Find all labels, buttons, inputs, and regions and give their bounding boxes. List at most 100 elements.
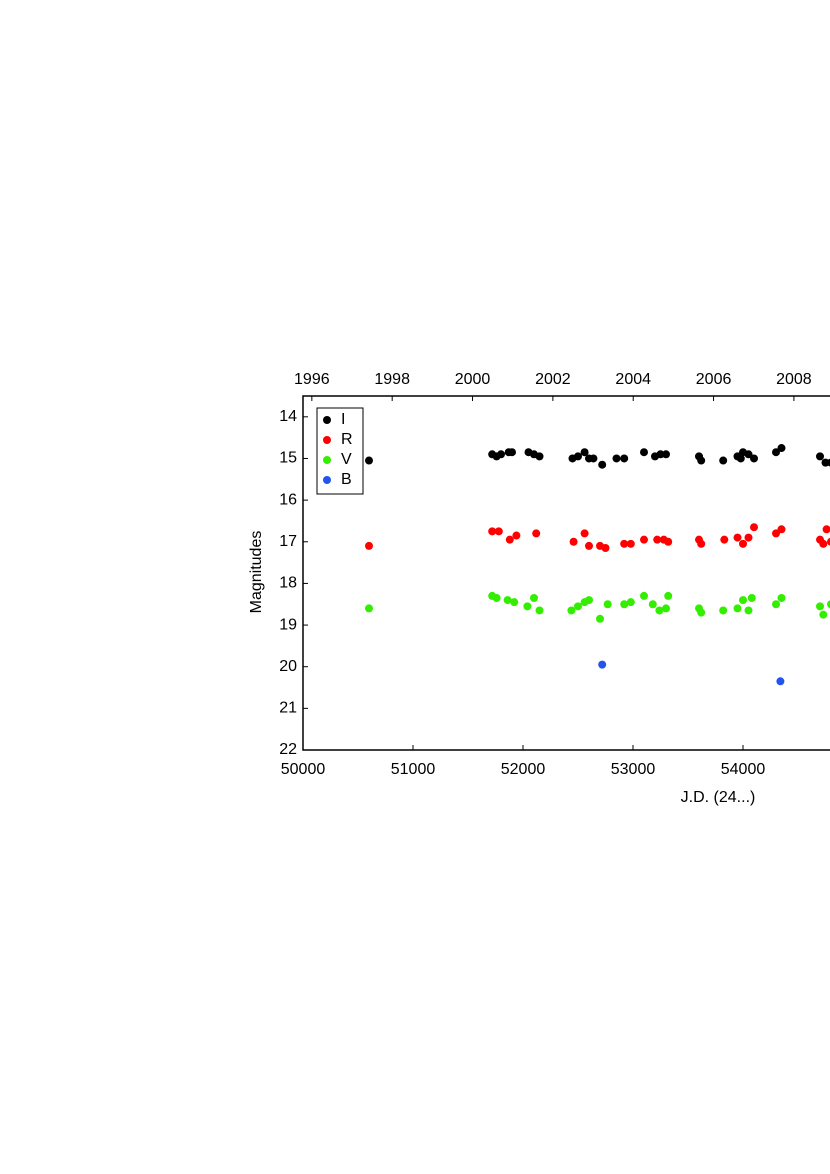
data-point <box>640 591 648 600</box>
data-point <box>505 535 514 544</box>
data-point <box>512 531 521 540</box>
data-point <box>697 539 706 548</box>
data-point <box>655 606 664 615</box>
data-point <box>827 537 830 546</box>
data-point <box>598 660 607 669</box>
data-point <box>510 598 519 607</box>
data-point <box>772 600 780 609</box>
data-point <box>776 677 785 686</box>
data-point <box>620 600 629 609</box>
data-point <box>719 606 728 615</box>
data-point <box>777 593 786 602</box>
data-point <box>580 529 589 538</box>
data-point <box>365 456 373 465</box>
data-point <box>664 537 673 546</box>
data-point <box>750 523 758 532</box>
data-point <box>656 450 665 459</box>
data-point <box>626 598 635 607</box>
data-point <box>626 539 635 548</box>
data-point <box>653 535 662 544</box>
data-point <box>750 454 758 463</box>
data-point <box>662 450 670 459</box>
x2-tick-label: 1996 <box>294 371 330 388</box>
data-point <box>603 600 612 609</box>
legend-label: I <box>341 411 345 428</box>
data-point <box>697 608 706 617</box>
data-point <box>574 452 582 461</box>
data-point <box>640 535 648 544</box>
data-point <box>733 604 742 613</box>
data-point <box>777 444 786 453</box>
y-tick-label: 15 <box>279 450 297 467</box>
data-point <box>567 606 576 615</box>
legend-marker <box>323 416 331 424</box>
data-point <box>620 539 629 548</box>
data-point <box>585 596 593 605</box>
data-point <box>664 591 673 600</box>
data-point <box>736 454 745 463</box>
plot-frame <box>302 395 830 751</box>
data-point <box>596 614 604 623</box>
data-point <box>640 448 648 457</box>
data-point <box>569 537 578 546</box>
data-point <box>744 450 753 459</box>
data-point <box>488 527 497 536</box>
data-point <box>719 456 728 465</box>
y-tick-label: 21 <box>279 700 297 717</box>
x2-tick-label: 2008 <box>776 371 812 388</box>
data-point <box>827 458 830 467</box>
data-point <box>530 593 538 602</box>
y-tick-label: 22 <box>279 741 297 758</box>
data-point <box>772 529 780 538</box>
legend-marker <box>323 436 331 444</box>
data-point <box>585 541 593 550</box>
data-point <box>532 529 541 538</box>
data-point <box>816 452 824 461</box>
data-point <box>827 600 830 609</box>
x-tick-label: 50000 <box>281 761 326 778</box>
x2-tick-label: 2002 <box>535 371 571 388</box>
data-point <box>733 533 742 542</box>
data-point <box>772 448 780 457</box>
data-point <box>819 610 828 619</box>
x2-tick-label: 2006 <box>696 371 732 388</box>
data-point <box>662 604 670 613</box>
data-point <box>648 600 657 609</box>
legend-marker <box>323 476 331 484</box>
data-point <box>580 448 589 457</box>
data-point <box>777 525 786 534</box>
data-point <box>535 452 544 461</box>
data-point <box>508 448 516 457</box>
data-point <box>574 602 582 611</box>
data-point <box>744 533 753 542</box>
data-point <box>720 535 729 544</box>
data-point <box>821 458 830 467</box>
data-point <box>598 460 607 469</box>
y-tick-label: 18 <box>279 575 297 592</box>
x-tick-label: 51000 <box>391 761 436 778</box>
legend-label: R <box>341 431 353 448</box>
data-point <box>497 450 505 459</box>
data-point <box>744 606 753 615</box>
data-point <box>697 456 706 465</box>
data-point <box>612 454 621 463</box>
data-point <box>819 539 828 548</box>
y-axis-label: Magnitudes <box>248 531 265 614</box>
data-point <box>365 541 373 550</box>
x-tick-label: 53000 <box>611 761 656 778</box>
data-point <box>747 593 756 602</box>
legend-marker <box>323 456 331 464</box>
data-point <box>492 593 501 602</box>
legend-label: V <box>341 451 352 468</box>
legend-label: B <box>341 471 352 488</box>
y-tick-label: 16 <box>279 491 297 508</box>
data-point <box>601 544 610 553</box>
data-point <box>822 525 830 534</box>
x2-tick-label: 2004 <box>615 371 651 388</box>
data-point <box>620 454 629 463</box>
data-point <box>589 454 598 463</box>
data-point <box>535 606 544 615</box>
data-point <box>816 602 824 611</box>
